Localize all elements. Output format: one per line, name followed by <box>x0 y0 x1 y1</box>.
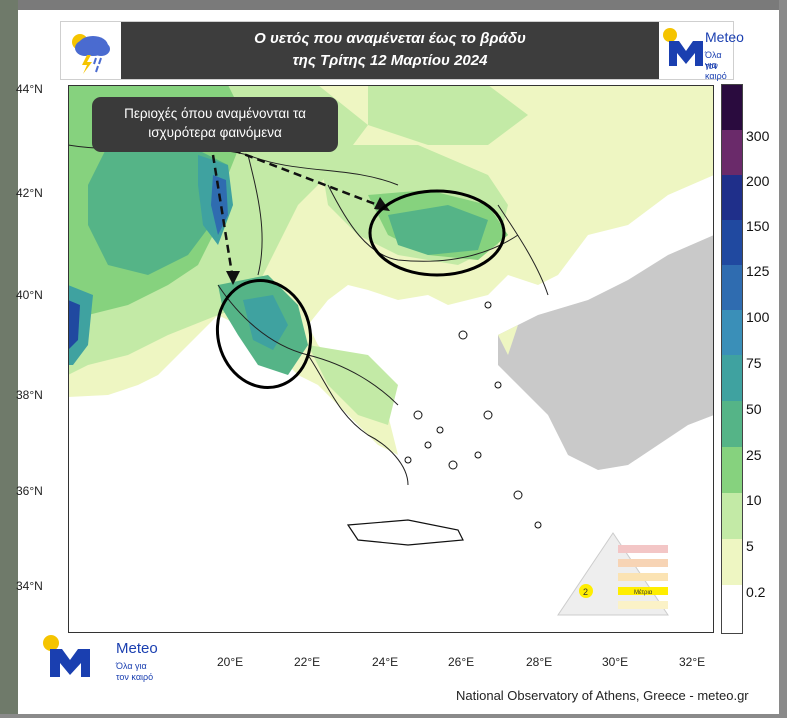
lon-label-20: 20°E <box>217 655 244 669</box>
brand-tagline-2: τον καιρό <box>705 61 727 81</box>
lon-label-28: 28°E <box>526 655 553 669</box>
colorbar-seg-5 <box>722 493 742 539</box>
colorbar-seg-75 <box>722 310 742 355</box>
colorbar-seg-zero <box>722 585 742 633</box>
colorbar-label-5: 5 <box>746 538 754 554</box>
title-bar: Ο υετός που αναμένεται έως το βράδυ της … <box>121 22 659 79</box>
title-line-1: Ο υετός που αναμένεται έως το βράδυ <box>254 30 526 47</box>
colorbar-label-200: 200 <box>746 173 770 189</box>
window-frame-top <box>0 0 787 10</box>
lat-label-42: 42°N <box>16 186 43 200</box>
colorbar-label-75: 75 <box>746 355 762 371</box>
colorbar-seg-50 <box>722 355 742 401</box>
lon-label-22: 22°E <box>294 655 321 669</box>
forecast-header: Ο υετός που αναμένεται έως το βράδυ της … <box>60 21 744 81</box>
colorbar-seg-150 <box>722 175 742 220</box>
colorbar-label-125: 125 <box>746 263 770 279</box>
colorbar-label-150: 150 <box>746 218 770 234</box>
footer-brand-tagline-1: Όλα για <box>116 661 147 671</box>
brand-name: Meteo <box>705 29 744 45</box>
footer-brand-name: Meteo <box>116 640 158 657</box>
colorbar-label-25: 25 <box>746 447 762 463</box>
callout-line-2: ισχυρότερα φαινόμενα <box>148 125 282 140</box>
footer-credit: National Observatory of Athens, Greece -… <box>456 688 749 703</box>
colorbar-seg-10 <box>722 447 742 493</box>
colorbar-seg-25 <box>722 401 742 447</box>
colorbar-seg-200 <box>722 130 742 175</box>
footer-brand-tagline-2: τον καιρό <box>116 672 154 682</box>
title-line-2: της Τρίτης 12 Μαρτίου 2024 <box>292 52 488 69</box>
colorbar-label-50: 50 <box>746 401 762 417</box>
precipitation-map: 2 Μέτρια <box>67 85 714 633</box>
window-frame-right <box>779 0 787 718</box>
lon-label-32: 32°E <box>679 655 706 669</box>
colorbar-seg-0-2 <box>722 539 742 585</box>
colorbar-seg-125 <box>722 220 742 265</box>
lat-label-36: 36°N <box>16 484 43 498</box>
callout-line-1: Περιοχές όπου αναμένονται τα <box>124 106 306 121</box>
colorbar-label-300: 300 <box>746 128 770 144</box>
lon-label-30: 30°E <box>602 655 629 669</box>
precipitation-colorbar <box>721 84 743 634</box>
lat-label-44: 44°N <box>16 82 43 96</box>
lat-label-34: 34°N <box>16 579 43 593</box>
strongest-phenomena-callout: Περιοχές όπου αναμένονται τα ισχυρότερα … <box>92 97 338 152</box>
colorbar-label-10: 10 <box>746 492 762 508</box>
colorbar-label-0-2: 0.2 <box>746 584 766 600</box>
meteo-logo-header: Meteo Όλα για τον καιρό <box>661 24 744 81</box>
warning-level-label: Μέτρια <box>634 589 653 596</box>
meteo-logo-footer: Meteo Όλα για τον καιρό <box>40 633 180 683</box>
window-frame-bottom <box>0 714 787 718</box>
colorbar-seg-300 <box>722 85 742 130</box>
lon-label-24: 24°E <box>372 655 399 669</box>
warning-level-number: 2 <box>583 587 588 597</box>
window-frame-left <box>0 0 18 718</box>
lat-label-38: 38°N <box>16 388 43 402</box>
colorbar-seg-100 <box>722 265 742 310</box>
colorbar-label-100: 100 <box>746 309 770 325</box>
rain-cloud-lightning-icon <box>63 24 119 77</box>
warning-level-triangle: 2 Μέτρια <box>548 525 678 625</box>
lat-label-40: 40°N <box>16 288 43 302</box>
brand-tagline-1: Όλα για <box>705 50 722 70</box>
lon-label-26: 26°E <box>448 655 475 669</box>
